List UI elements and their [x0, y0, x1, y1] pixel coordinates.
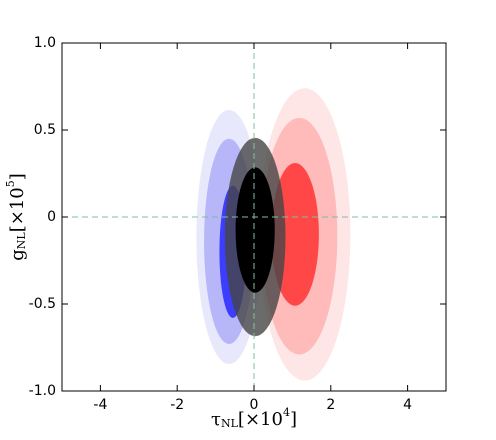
- x-tick-label: 4: [403, 397, 412, 413]
- y-label-exp: 5: [4, 180, 17, 187]
- y-tick-label: 0: [47, 209, 56, 225]
- x-tick-label: 0: [250, 397, 259, 413]
- x-tick-label: -2: [170, 397, 184, 413]
- y-label-sub: NL: [15, 232, 28, 250]
- y-label-text: [×10: [7, 187, 28, 232]
- y-label-close: ]: [7, 173, 28, 180]
- y-tick-label: -0.5: [29, 296, 56, 312]
- x-label-close: ]: [290, 409, 297, 430]
- x-label-symbol: τ: [211, 409, 221, 430]
- x-label-text: [×10: [238, 409, 283, 430]
- y-tick-label: -1.0: [29, 383, 56, 399]
- y-tick-label: 0.5: [34, 122, 56, 138]
- x-tick-label: 2: [326, 397, 335, 413]
- plot-area: [196, 88, 351, 381]
- y-tick-label: 1.0: [34, 35, 56, 51]
- contour: [235, 167, 275, 293]
- y-label-symbol: g: [7, 249, 28, 261]
- x-axis-label: τNL[×104]: [211, 406, 297, 430]
- x-label-sub: NL: [221, 417, 239, 430]
- y-axis-label: gNL[×105]: [4, 173, 28, 261]
- x-label-exp: 4: [283, 406, 290, 419]
- x-tick-label: -4: [93, 397, 107, 413]
